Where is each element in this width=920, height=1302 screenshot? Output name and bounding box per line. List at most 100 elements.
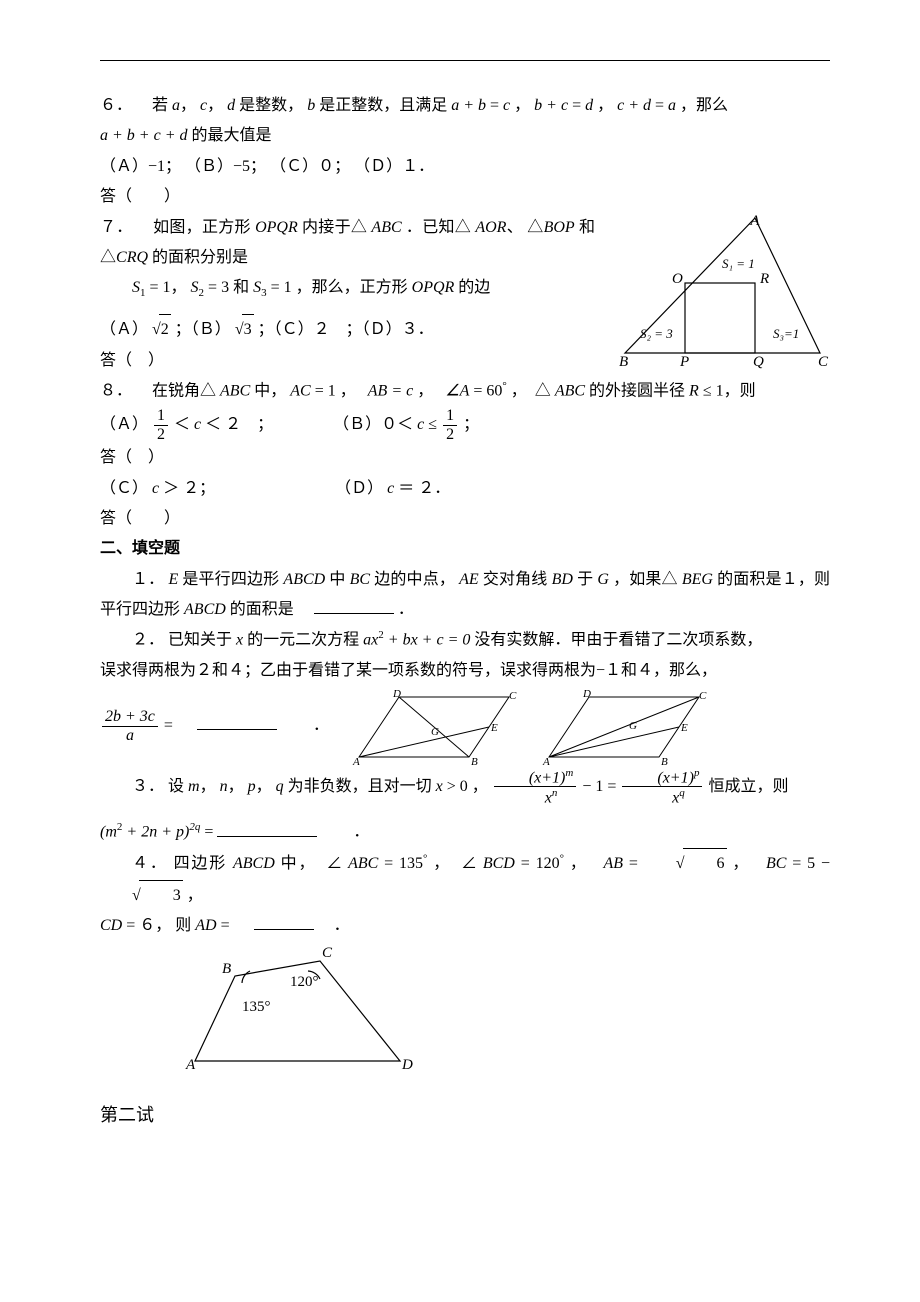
q8-optC: （Ｃ） c ＞ ２； <box>100 474 215 504</box>
q7-fig-A: A <box>749 213 760 229</box>
q8-60: = 60 <box>469 383 502 400</box>
f2-fd: a <box>102 727 158 745</box>
f3-p: p <box>248 778 256 795</box>
q6-ispos: 是正整数，且满足 <box>319 97 447 114</box>
f4f-C: C <box>322 945 333 961</box>
q8-ans2: 答（ ） <box>100 504 830 534</box>
f3-t1: 设 <box>168 778 188 795</box>
f3-period: ． <box>353 824 369 841</box>
f4-period: ． <box>334 917 350 934</box>
f2fr-G: G <box>629 720 637 732</box>
f2f-D: D <box>392 688 401 700</box>
f3-num: ３． <box>132 778 164 795</box>
f2-period: ． <box>313 717 329 734</box>
q6-maxis: 的最大值是 <box>192 127 272 144</box>
q7-optAv: 2 <box>159 314 171 345</box>
f2-eq: ax <box>363 632 378 649</box>
q7-opqr: OPQR <box>255 219 298 236</box>
f2-eqb: = <box>164 717 193 734</box>
top-rule <box>100 60 830 61</box>
f4-line1: ４． 四边形 ABCD 中， ∠ ABC = 135° ， ∠ BCD = 12… <box>100 848 830 911</box>
f3-rne: p <box>694 767 700 779</box>
q8-c1: ， <box>340 383 364 400</box>
q6-eq2r: d <box>585 97 593 114</box>
q6-then: ，那么 <box>680 97 728 114</box>
f3-lde: n <box>552 787 558 799</box>
f1-abcd: ABCD <box>283 571 325 588</box>
q8-deg: ° <box>502 380 506 392</box>
f4-t3: ， ∠ <box>433 855 477 872</box>
q7-text-col: ７． 如图，正方形 OPQR 内接于△ ABC ．已知△ AOR、 △BOP 和… <box>100 213 595 377</box>
f2-plus: + bx + c = 0 <box>384 632 471 649</box>
f3-t2: 为非负数，且对一切 <box>288 778 436 795</box>
f2-t1: 已知关于 <box>168 632 236 649</box>
section2-title: 二、填空题 <box>100 534 830 564</box>
f2-x: x <box>236 632 243 649</box>
f4-ab: AB <box>603 855 623 872</box>
q8-Bc: c <box>417 416 424 433</box>
f4-eab: = <box>623 855 644 872</box>
q7-options: （Ａ） √2 ；（Ｂ） √3 ；（Ｃ）２ ；（Ｄ）３． <box>100 314 595 345</box>
q8-lead: 在锐角△ <box>136 383 216 400</box>
q7-crq: CRQ <box>116 249 148 266</box>
f1-ae: AE <box>459 571 479 588</box>
q8-optBl: （Ｂ）０＜ <box>333 416 417 433</box>
f4-s3: 3 <box>139 880 183 911</box>
f1-t4: 交对角线 <box>483 571 552 588</box>
f2fr-E: E <box>680 722 688 734</box>
f1-abcd2: ABCD <box>184 601 226 618</box>
q8-num: ８． <box>100 383 132 400</box>
q7-fig-s3: S₃=1 <box>773 326 799 341</box>
f2f-A: A <box>352 756 360 767</box>
q8-ans1: 答（ ） <box>100 443 830 473</box>
f3-c2: ， <box>228 778 244 795</box>
q6-eq3r: a <box>668 97 676 114</box>
f1-text: １． E 是平行四边形 ABCD 中 BC 边的中点， AE 交对角线 BD 于… <box>100 565 830 626</box>
q7-areatxt: 的面积分别是 <box>152 249 248 266</box>
f1-t2: 中 <box>329 571 349 588</box>
f1-blank <box>314 597 394 614</box>
f4f-135: 135° <box>242 999 271 1015</box>
f2fr-B: B <box>661 756 668 767</box>
f2-num: ２． <box>132 632 164 649</box>
f4-num: ４． <box>132 855 168 872</box>
f4-bcd: BCD <box>483 855 515 872</box>
q8-optDl: （Ｄ） <box>335 480 383 497</box>
q7-fig-s2: S₂ = 3 <box>640 326 673 341</box>
f3-t3: ， <box>472 778 488 795</box>
f4-t4: ， <box>570 855 598 872</box>
q6-eq2l: b + c <box>534 97 568 114</box>
q7-s2v: S <box>191 279 199 296</box>
f2-t3: 没有实数解．甲由于看错了二次项系数， <box>474 632 762 649</box>
f1-t1: 是平行四边形 <box>182 571 283 588</box>
f3-m: m <box>188 778 200 795</box>
f4-s6: 6 <box>683 848 727 879</box>
f4f-D: D <box>401 1057 413 1071</box>
f3-ldb: x <box>545 790 552 807</box>
part2-title: 第二试 <box>100 1098 830 1132</box>
q7-aor: AOR <box>475 219 506 236</box>
f2fr-D: D <box>582 688 591 700</box>
q8-Alt: ＜ <box>174 416 194 433</box>
q7-fig-Q: Q <box>753 354 764 370</box>
q7-bop: BOP <box>544 219 575 236</box>
q7-row: ７． 如图，正方形 OPQR 内接于△ ABC ．已知△ AOR、 △BOP 和… <box>100 213 830 377</box>
f2f-E: E <box>490 722 498 734</box>
q7-thenedge: ，那么，正方形 <box>296 279 412 296</box>
q8-line1: ８． 在锐角△ ABC 中， AC = 1 ， AB = c ， ∠A = 60… <box>100 376 830 407</box>
f1-num: １． <box>132 571 164 588</box>
q8-abc: ABC <box>220 383 250 400</box>
q7-s1v: S <box>132 279 140 296</box>
f3-el: (m <box>100 824 117 841</box>
f2-line3: 2b + 3ca = ． <box>100 708 329 744</box>
q7-known: ．已知△ <box>406 219 471 236</box>
f4-t5: ， <box>732 855 760 872</box>
q8-Alt2: ＜ ２ ； <box>205 416 273 433</box>
f3-lne: m <box>565 767 573 779</box>
f1-t5: 于 <box>577 571 597 588</box>
f3-eq: = <box>204 824 217 841</box>
f3-n: n <box>220 778 228 795</box>
q6-b: b <box>307 97 315 114</box>
q8-ab: AB <box>368 383 388 400</box>
q6-lead: 若 <box>136 97 168 114</box>
